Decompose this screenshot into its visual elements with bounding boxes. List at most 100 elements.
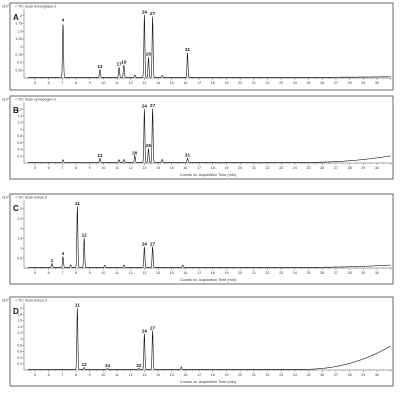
x-tick-label: 11 (115, 166, 119, 170)
y-tick-label: 2 (20, 14, 22, 18)
panel-frame (9, 2, 394, 91)
x-tick-label: 17 (197, 271, 201, 275)
x-tick-label: 19 (224, 166, 228, 170)
x-tick-label: 30 (375, 81, 379, 85)
tic-trace (28, 206, 391, 268)
x-tick-label: 28 (348, 81, 352, 85)
x-tick-label: 15 (170, 373, 174, 377)
x-tick-label: 14 (156, 81, 160, 85)
peak-label-31: 31 (185, 153, 191, 158)
tic-trace (28, 14, 391, 78)
x-tick-label: 21 (252, 81, 256, 85)
x-tick-label: 21 (252, 166, 256, 170)
peak-label-24: 24 (142, 104, 148, 109)
x-tick-label: 13 (142, 81, 146, 85)
x-tick-label: 28 (348, 373, 352, 377)
x-tick-label: 9 (89, 166, 91, 170)
y-tick-label: 0.2 (17, 154, 22, 158)
x-tick-label: 20 (238, 166, 242, 170)
panel-frame (9, 193, 394, 285)
x-tick-label: 5 (34, 271, 36, 275)
peak-label-20: 20 (132, 150, 138, 155)
y-tick-label: 0.8 (17, 343, 22, 347)
y-tick-label: 1.25 (15, 37, 22, 41)
x-tick-label: 27 (334, 271, 338, 275)
peak-label-19: 19 (121, 60, 127, 65)
x-tick-label: 11 (115, 373, 119, 377)
x-tick-label: 28 (348, 271, 352, 275)
y-tick-label: 1.4 (17, 114, 22, 118)
x-tick-label: 16 (183, 166, 187, 170)
peak-label-24: 24 (142, 328, 148, 333)
y-tick-label: 1.2 (17, 331, 22, 335)
y-exponent: x10⁷ (2, 5, 10, 9)
peak-label-11: 11 (75, 303, 80, 308)
peak-label-27: 27 (150, 241, 156, 246)
x-tick-label: 23 (279, 373, 283, 377)
x-tick-label: 7 (61, 166, 63, 170)
y-tick-label: 0.4 (17, 148, 22, 152)
x-tick-label: 15 (170, 271, 174, 275)
x-tick-label: 24 (293, 373, 297, 377)
x-tick-label: 20 (238, 271, 242, 275)
x-tick-label: 11 (115, 271, 119, 275)
x-tick-label: 27 (334, 373, 338, 377)
peak-label-26: 26 (146, 52, 152, 57)
x-tick-label: 22 (266, 271, 270, 275)
x-tick-label: 25 (307, 373, 311, 377)
x-tick-label: 26 (320, 166, 324, 170)
y-exponent: x10⁷ (2, 196, 10, 200)
x-tick-label: 7 (61, 271, 63, 275)
x-tick-label: 6 (48, 166, 50, 170)
x-tick-label: 8 (75, 81, 77, 85)
y-tick-label: 0.6 (17, 350, 22, 354)
x-tick-label: 29 (361, 271, 365, 275)
x-axis-label: Counts vs. Acquisition Time (min) (180, 380, 237, 384)
panel-letter: A (13, 13, 19, 22)
peak-label-24: 24 (142, 241, 148, 246)
peak-label-13: 13 (97, 153, 103, 158)
peak-label-17: 17 (117, 62, 123, 67)
x-tick-label: 19 (224, 373, 228, 377)
x-tick-label: 22 (266, 373, 270, 377)
x-tick-label: 8 (75, 271, 77, 275)
x-tick-label: 30 (375, 271, 379, 275)
x-axis-label: Counts vs. Acquisition Time (min) (180, 278, 237, 282)
x-tick-label: 25 (307, 166, 311, 170)
peak-label-12: 12 (82, 362, 88, 367)
peak-label-4: 4 (62, 17, 65, 22)
x-tick-label: 13 (142, 166, 146, 170)
y-tick-label: 1 (20, 127, 22, 131)
x-tick-label: 30 (375, 373, 379, 377)
x-tick-label: 16 (183, 373, 187, 377)
panel-header: + TIC Scan lemon.d (15, 299, 47, 303)
y-tick-label: 1.5 (17, 29, 22, 33)
x-tick-label: 22 (266, 166, 270, 170)
x-tick-label: 27 (334, 166, 338, 170)
x-tick-label: 26 (320, 373, 324, 377)
x-tick-label: 18 (211, 81, 215, 85)
x-tick-label: 5 (34, 166, 36, 170)
y-tick-label: 1 (20, 45, 22, 49)
x-tick-label: 24 (293, 166, 297, 170)
x-tick-label: 10 (101, 271, 105, 275)
x-tick-label: 15 (170, 81, 174, 85)
x-tick-label: 7 (61, 81, 63, 85)
x-tick-label: 19 (224, 81, 228, 85)
peak-label-14: 14 (105, 363, 111, 368)
y-tick-label: 1.75 (15, 22, 22, 26)
x-tick-label: 12 (129, 81, 133, 85)
x-tick-label: 14 (156, 373, 160, 377)
x-tick-label: 17 (197, 373, 201, 377)
x-tick-label: 17 (197, 81, 201, 85)
tic-trace (28, 308, 391, 370)
y-tick-label: 0.75 (15, 53, 22, 57)
x-tick-label: 20 (238, 81, 242, 85)
x-tick-label: 15 (170, 166, 174, 170)
peak-label-1: 1 (51, 258, 54, 263)
